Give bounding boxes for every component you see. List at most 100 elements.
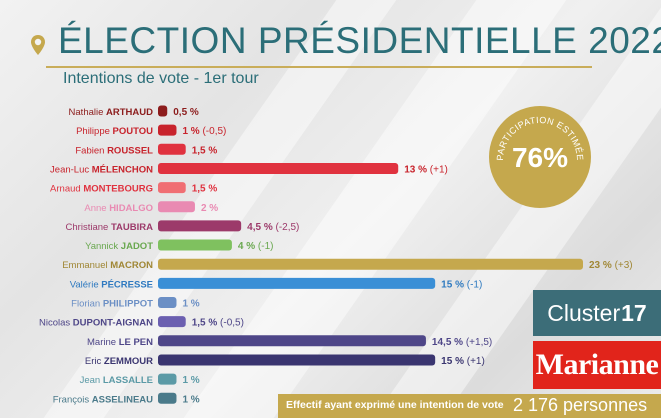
value-number: 15 %: [441, 356, 464, 367]
candidate-label: Jean LASSALLE: [80, 375, 153, 386]
candidate-first-name: Florian: [71, 299, 103, 310]
candidate-first-name: Anne: [84, 203, 109, 214]
bar: [158, 335, 426, 347]
value-change: (-0,5): [200, 126, 227, 137]
candidate-first-name: François: [53, 394, 92, 405]
candidate-last-name: HIDALGO: [109, 203, 153, 214]
participation-value: 76%: [511, 142, 569, 173]
value-number: 15 %: [441, 279, 464, 290]
candidate-label: Valérie PÉCRESSE: [70, 279, 153, 290]
value-label: 15 % (-1): [441, 279, 482, 290]
candidate-last-name: TAUBIRA: [111, 222, 153, 233]
bar: [158, 182, 186, 194]
value-label: 2 %: [201, 203, 218, 214]
candidate-last-name: PÉCRESSE: [101, 279, 153, 290]
value-change: (-1): [255, 241, 273, 252]
candidate-label: Anne HIDALGO: [84, 203, 153, 214]
candidate-label: Eric ZEMMOUR: [85, 356, 153, 367]
footer-caption: Effectif ayant exprimé une intention de …: [286, 399, 504, 411]
candidate-first-name: Nicolas: [39, 318, 73, 329]
candidate-label: Arnaud MONTEBOURG: [50, 184, 153, 195]
bar: [158, 277, 436, 289]
candidate-last-name: POUTOU: [113, 126, 154, 137]
candidate-label: Nicolas DUPONT-AIGNAN: [39, 318, 153, 329]
value-label: 23 % (+3): [589, 260, 633, 271]
candidate-last-name: MONTEBOURG: [83, 184, 153, 195]
value-number: 0,5 %: [173, 107, 199, 118]
candidate-first-name: Jean: [80, 375, 103, 386]
candidate-label: Marine LE PEN: [87, 337, 153, 348]
value-number: 1,5 %: [192, 145, 218, 156]
candidate-first-name: Christiane: [66, 222, 111, 233]
value-label: 1,5 %: [192, 145, 218, 156]
value-number: 1 %: [182, 394, 199, 405]
candidate-last-name: ASSELINEAU: [92, 394, 153, 405]
value-label: 14,5 % (+1,5): [432, 337, 492, 348]
candidate-last-name: LE PEN: [119, 337, 153, 348]
marianne-logo: Marianne: [533, 341, 661, 389]
bar: [158, 258, 583, 270]
value-number: 23 %: [589, 260, 612, 271]
candidate-label: Jean-Luc MÉLENCHON: [50, 164, 153, 175]
candidate-last-name: DUPONT-AIGNAN: [73, 318, 153, 329]
candidate-first-name: Valérie: [70, 279, 102, 290]
candidate-first-name: Jean-Luc: [50, 164, 92, 175]
candidate-first-name: Eric: [85, 356, 104, 367]
value-change: (+1,5): [463, 337, 492, 348]
bar: [158, 392, 177, 404]
footer-count: 2 176 personnes: [513, 395, 648, 415]
value-number: 2 %: [201, 203, 218, 214]
value-number: 1,5 %: [192, 318, 218, 329]
candidate-last-name: ZEMMOUR: [104, 356, 153, 367]
candidate-first-name: Fabien: [75, 145, 107, 156]
value-number: 4,5 %: [247, 222, 273, 233]
bar: [158, 373, 177, 385]
value-label: 1,5 %: [192, 184, 218, 195]
value-label: 13 % (+1): [404, 164, 448, 175]
candidate-last-name: LASSALLE: [103, 375, 153, 386]
participation-badge: PARTICIPATION ESTIMÉE 76%: [489, 106, 591, 208]
value-label: 1 %: [182, 394, 199, 405]
bar: [158, 201, 195, 213]
chart-subtitle: Intentions de vote - 1er tour: [63, 70, 259, 87]
bar: [158, 105, 168, 117]
candidate-last-name: ROUSSEL: [107, 145, 153, 156]
bar: [158, 162, 399, 174]
bar: [158, 143, 186, 155]
value-label: 4 % (-1): [238, 241, 274, 252]
value-change: (-1): [464, 279, 482, 290]
value-number: 1 %: [182, 375, 199, 386]
bar: [158, 239, 232, 251]
candidate-label: Yannick JADOT: [85, 241, 153, 252]
value-label: 1 %: [182, 299, 199, 310]
title-underline: [46, 66, 592, 68]
value-change: (+1): [464, 356, 485, 367]
value-number: 1,5 %: [192, 184, 218, 195]
cluster-logo-number: 17: [621, 299, 647, 326]
value-label: 4,5 % (-2,5): [247, 222, 299, 233]
candidate-label: Fabien ROUSSEL: [75, 145, 153, 156]
footer-band: [278, 394, 661, 418]
candidate-last-name: MACRON: [110, 260, 153, 271]
value-number: 14,5 %: [432, 337, 463, 348]
candidate-first-name: Arnaud: [50, 184, 83, 195]
value-label: 1 % (-0,5): [182, 126, 226, 137]
candidate-first-name: Emmanuel: [62, 260, 110, 271]
candidate-label: Florian PHILIPPOT: [71, 299, 153, 310]
candidate-label: Philippe POUTOU: [76, 126, 153, 137]
value-label: 1,5 % (-0,5): [192, 318, 244, 329]
candidate-label: Nathalie ARTHAUD: [69, 107, 154, 118]
participation-label: PARTICIPATION ESTIMÉE: [495, 115, 585, 161]
candidate-last-name: PHILIPPOT: [103, 299, 153, 310]
bar: [158, 124, 177, 136]
value-change: (+3): [612, 260, 633, 271]
value-label: 15 % (+1): [441, 356, 485, 367]
candidate-first-name: Nathalie: [69, 107, 107, 118]
value-number: 1 %: [182, 126, 199, 137]
candidate-label: Christiane TAUBIRA: [66, 222, 154, 233]
value-label: 1 %: [182, 375, 199, 386]
cluster17-logo: Cluster 17: [533, 290, 661, 336]
candidate-first-name: Philippe: [76, 126, 112, 137]
candidate-last-name: JADOT: [121, 241, 153, 252]
